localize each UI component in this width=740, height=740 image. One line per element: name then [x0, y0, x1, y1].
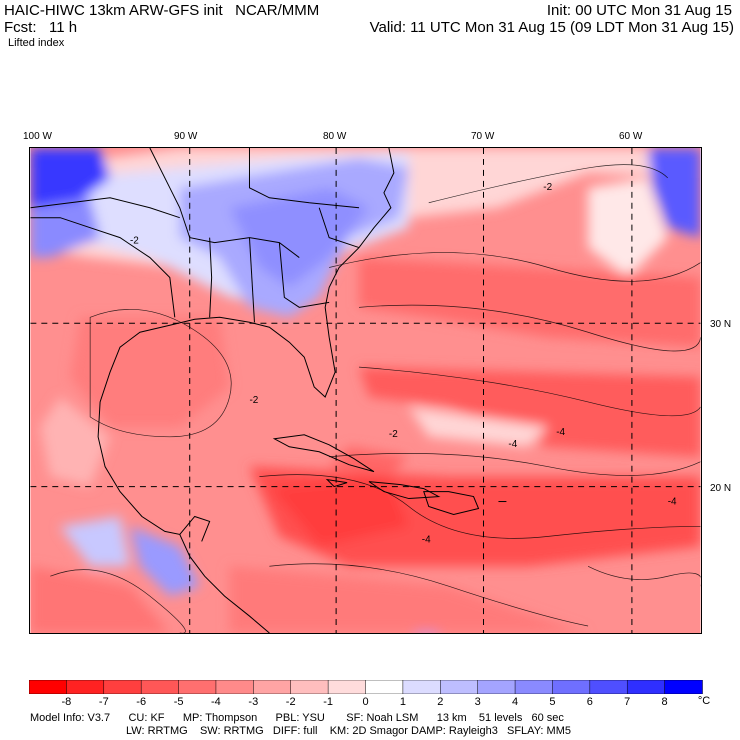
colorbar-tick-label: 5 — [549, 696, 556, 708]
lat-label-20n: 20 N — [710, 483, 732, 494]
colorbar-swatch — [66, 680, 105, 694]
field-shading — [30, 148, 701, 633]
colorbar-swatch — [103, 680, 142, 694]
colorbar-swatch — [664, 680, 703, 694]
lon-label-60w: 60 W — [619, 131, 643, 142]
colorbar-tick-label: -8 — [61, 696, 72, 708]
colorbar-tick-label: -7 — [98, 696, 109, 708]
colorbar-swatch — [365, 680, 404, 694]
contour-label: -4 — [556, 427, 565, 438]
colorbar-swatch — [514, 680, 554, 694]
colorbar-swatch — [290, 680, 329, 694]
contour-label: -2 — [249, 395, 258, 406]
model-info-line2: LW: RRTMG SW: RRTMG DIFF: full KM: 2D Sm… — [126, 725, 571, 737]
contour-label: -4 — [422, 534, 431, 545]
colorbar-tick-label: 8 — [661, 696, 668, 708]
lon-label-80w: 80 W — [323, 131, 347, 142]
colorbar-tick-label: 1 — [399, 696, 406, 708]
contour-label: -2 — [543, 182, 552, 193]
lon-label-90w: 90 W — [174, 131, 198, 142]
colorbar-tick-label: -3 — [248, 696, 259, 708]
colorbar-tick-label: 4 — [512, 696, 519, 708]
plot-title: HAIC-HIWC 13km ARW-GFS init NCAR/MMM — [4, 2, 320, 19]
graticule — [30, 148, 701, 633]
colorbar-tick-label: 2 — [437, 696, 444, 708]
contour-label: -2 — [130, 236, 139, 247]
colorbar-tick-label: -5 — [173, 696, 184, 708]
colorbar-tick-label: 3 — [474, 696, 481, 708]
forecast-hour: Fcst: 11 h — [4, 19, 78, 36]
contour-label: -4 — [508, 439, 517, 450]
lon-label-70w: 70 W — [471, 131, 495, 142]
colorbar-swatch — [29, 680, 68, 694]
field-name: Lifted index — [8, 37, 65, 49]
valid-time: Valid: 11 UTC Mon 31 Aug 15 (09 LDT Mon … — [369, 19, 734, 36]
contour-label: -2 — [389, 429, 398, 440]
colorbar-swatch — [477, 680, 516, 694]
colorbar-swatch — [140, 680, 180, 694]
colorbar — [29, 680, 703, 694]
colorbar-swatch — [402, 680, 442, 694]
colorbar-swatch — [253, 680, 292, 694]
lon-label-100w: 100 W — [23, 131, 52, 142]
contour-label: -4 — [668, 497, 677, 508]
colorbar-unit: °C — [697, 695, 711, 707]
coastlines — [30, 148, 507, 633]
lat-label-30n: 30 N — [710, 319, 732, 330]
model-info-line1: Model Info: V3.7 CU: KF MP: Thompson PBL… — [30, 712, 564, 724]
colorbar-tick-label: -6 — [136, 696, 147, 708]
contour-label-group: -2 -4 -2 -4 -2 -4 -4 -2 — [130, 182, 677, 546]
colorbar-swatch — [215, 680, 255, 694]
colorbar-tick-label: 7 — [624, 696, 631, 708]
colorbar-swatch — [552, 680, 591, 694]
lifted-index-map: -2 -4 -2 -4 -2 -4 -4 -2 — [29, 147, 702, 634]
colorbar-swatch — [626, 680, 666, 694]
colorbar-swatch — [178, 680, 217, 694]
colorbar-tick-label: 0 — [362, 696, 369, 708]
colorbar-swatch — [327, 680, 367, 694]
colorbar-tick-label: -1 — [323, 696, 333, 708]
colorbar-swatch — [589, 680, 628, 694]
contour-lines — [50, 164, 701, 633]
init-time: Init: 00 UTC Mon 31 Aug 15 — [546, 2, 732, 19]
colorbar-tick-label: -2 — [285, 696, 296, 708]
colorbar-tick-label: 6 — [586, 696, 593, 708]
colorbar-tick-label: -4 — [211, 696, 221, 708]
colorbar-swatch — [440, 680, 479, 694]
